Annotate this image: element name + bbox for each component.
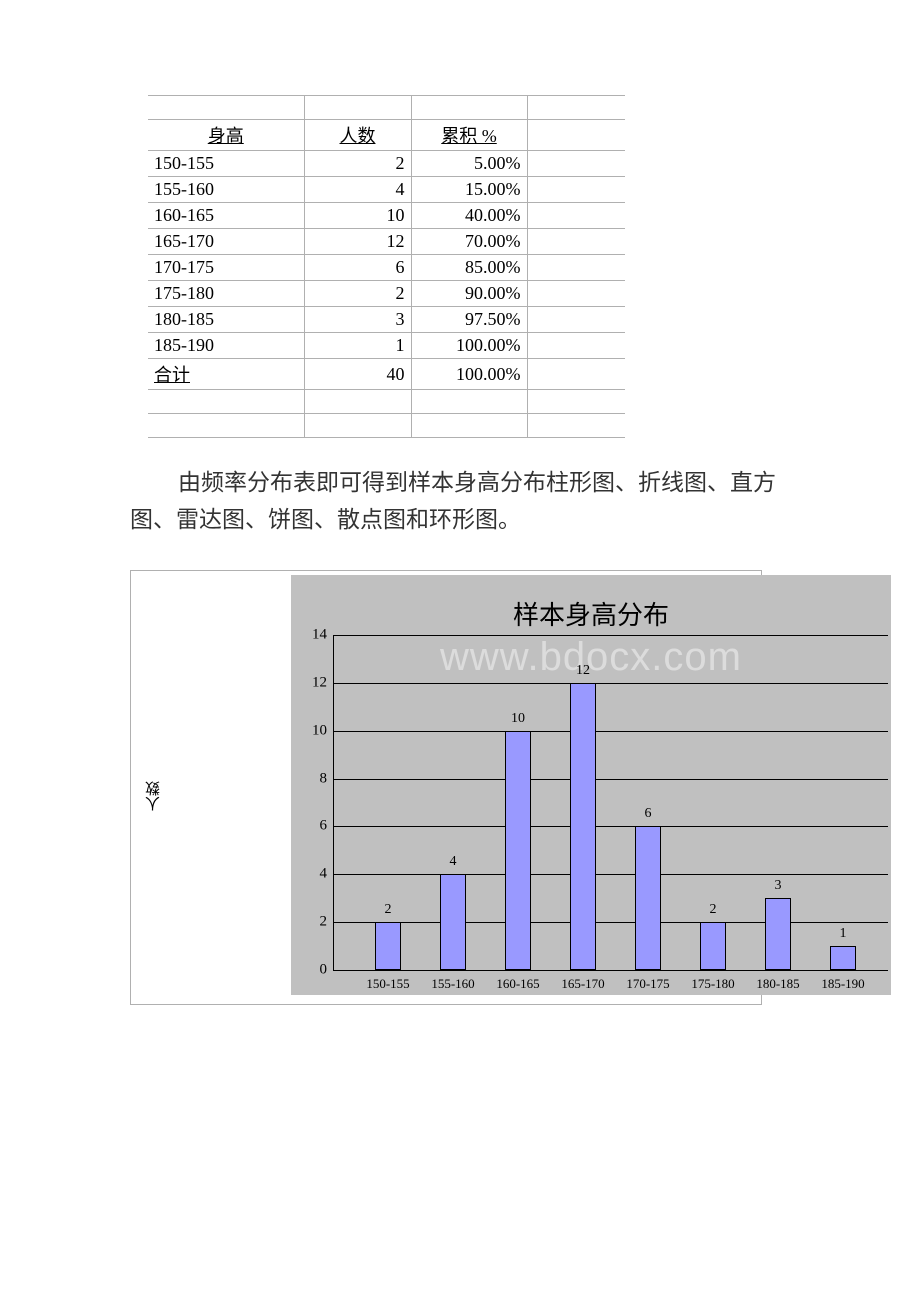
bar (505, 731, 531, 970)
table-row: 150-15525.00% (148, 151, 625, 177)
frequency-table: 身高 人数 累积 % 150-15525.00% 155-160415.00% … (148, 95, 625, 438)
bar-value-label: 2 (710, 902, 717, 918)
ytick-label: 4 (303, 866, 327, 883)
y-axis-label: 人数 (143, 781, 164, 811)
xtick-label: 165-170 (561, 976, 604, 992)
xtick-label: 175-180 (691, 976, 734, 992)
table-row: 155-160415.00% (148, 177, 625, 203)
table-header-row: 身高 人数 累积 % (148, 120, 625, 151)
cell-cum: 5.00% (411, 151, 527, 177)
ytick-label: 2 (303, 914, 327, 931)
xtick-label: 150-155 (366, 976, 409, 992)
xtick-label: 180-185 (756, 976, 799, 992)
bar-value-label: 12 (576, 663, 590, 679)
bar-value-label: 6 (645, 806, 652, 822)
cell-range: 165-170 (148, 229, 304, 255)
bar (570, 683, 596, 970)
cell-range: 160-165 (148, 203, 304, 229)
bar-value-label: 4 (450, 854, 457, 870)
cell-count: 6 (304, 255, 411, 281)
ytick-label: 12 (303, 674, 327, 691)
cell-cum: 40.00% (411, 203, 527, 229)
description-content: 由频率分布表即可得到样本身高分布柱形图、折线图、直方图、雷达图、饼图、散点图和环… (130, 470, 776, 532)
header-count: 人数 (304, 120, 411, 151)
bar (375, 922, 401, 970)
bar (830, 946, 856, 970)
cell-range: 170-175 (148, 255, 304, 281)
footer-label: 合计 (148, 359, 304, 390)
table-row: 165-1701270.00% (148, 229, 625, 255)
chart-title: 样本身高分布 (291, 595, 891, 632)
gridline (333, 922, 888, 923)
cell-range: 175-180 (148, 281, 304, 307)
cell-range: 185-190 (148, 333, 304, 359)
gridline (333, 970, 888, 971)
cell-range: 150-155 (148, 151, 304, 177)
ytick-label: 10 (303, 722, 327, 739)
header-height: 身高 (148, 120, 304, 151)
cell-cum: 100.00% (411, 333, 527, 359)
table-empty-row (148, 96, 625, 120)
footer-count: 40 (304, 359, 411, 390)
bar (440, 874, 466, 970)
table-row: 170-175685.00% (148, 255, 625, 281)
table-row: 175-180290.00% (148, 281, 625, 307)
data-table: 身高 人数 累积 % 150-15525.00% 155-160415.00% … (148, 95, 625, 438)
xtick-label: 185-190 (821, 976, 864, 992)
ytick-label: 8 (303, 770, 327, 787)
table-empty-row (148, 414, 625, 438)
cell-cum: 97.50% (411, 307, 527, 333)
cell-cum: 85.00% (411, 255, 527, 281)
xtick-label: 160-165 (496, 976, 539, 992)
bar-value-label: 2 (385, 902, 392, 918)
ytick-label: 0 (303, 962, 327, 979)
cell-count: 1 (304, 333, 411, 359)
gridline (333, 731, 888, 732)
bar (765, 898, 791, 970)
y-axis-line (333, 635, 334, 970)
bar (635, 826, 661, 970)
cell-count: 3 (304, 307, 411, 333)
gridline (333, 683, 888, 684)
cell-count: 2 (304, 151, 411, 177)
xtick-label: 155-160 (431, 976, 474, 992)
cell-count: 10 (304, 203, 411, 229)
cell-range: 155-160 (148, 177, 304, 203)
xtick-label: 170-175 (626, 976, 669, 992)
gridline (333, 779, 888, 780)
gridline (333, 874, 888, 875)
cell-count: 2 (304, 281, 411, 307)
bar-value-label: 1 (840, 926, 847, 942)
table-empty-row (148, 390, 625, 414)
description-text: 由频率分布表即可得到样本身高分布柱形图、折线图、直方图、雷达图、饼图、散点图和环… (130, 465, 790, 539)
table-row: 180-185397.50% (148, 307, 625, 333)
cell-range: 180-185 (148, 307, 304, 333)
chart-plot-area: 样本身高分布 www.bdocx.com 024681012142150-155… (291, 575, 891, 995)
ytick-label: 6 (303, 818, 327, 835)
ytick-label: 14 (303, 627, 327, 644)
cell-cum: 70.00% (411, 229, 527, 255)
bar (700, 922, 726, 970)
bar-value-label: 3 (775, 878, 782, 894)
cell-count: 4 (304, 177, 411, 203)
cell-count: 12 (304, 229, 411, 255)
table-row: 160-1651040.00% (148, 203, 625, 229)
bar-value-label: 10 (511, 711, 525, 727)
cell-cum: 90.00% (411, 281, 527, 307)
chart-axis-area: 024681012142150-1554155-16010160-1651216… (333, 635, 888, 970)
footer-cum: 100.00% (411, 359, 527, 390)
table-row: 185-1901100.00% (148, 333, 625, 359)
gridline (333, 826, 888, 827)
bar-chart-container: 样本身高分布 www.bdocx.com 024681012142150-155… (130, 570, 762, 1005)
gridline (333, 635, 888, 636)
header-cumulative: 累积 % (411, 120, 527, 151)
table-footer-row: 合计40100.00% (148, 359, 625, 390)
cell-cum: 15.00% (411, 177, 527, 203)
